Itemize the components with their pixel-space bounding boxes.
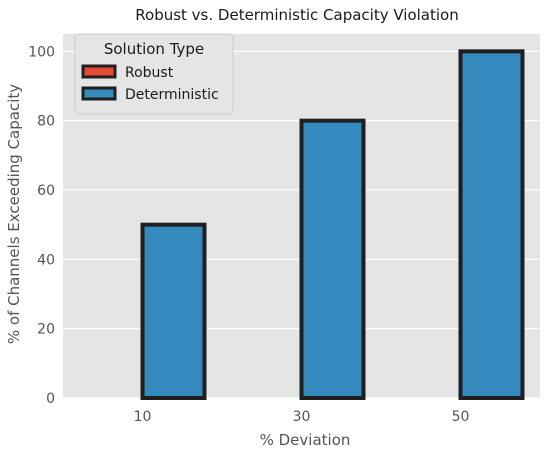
x-tick-label: 10 <box>134 409 152 425</box>
legend-swatch-robust <box>81 64 117 79</box>
y-tick-label: 0 <box>46 391 55 407</box>
y-tick-label: 20 <box>37 322 55 338</box>
x-tick-label: 30 <box>293 409 311 425</box>
legend-label-deterministic: Deterministic <box>125 87 219 103</box>
y-tick-label: 100 <box>28 44 55 60</box>
x-tick-label: 50 <box>452 409 470 425</box>
x-tick-labels: 10 30 50 <box>134 409 470 425</box>
legend-title: Solution Type <box>104 40 204 58</box>
bar-deterministic <box>299 118 366 401</box>
bar-deterministic <box>140 222 207 400</box>
legend: Solution Type Robust Deterministic <box>74 33 234 115</box>
chart-title: Robust vs. Deterministic Capacity Violat… <box>135 6 458 24</box>
bar-deterministic <box>458 49 525 400</box>
legend-swatch-deterministic <box>81 86 117 101</box>
y-tick-label: 80 <box>37 114 55 130</box>
legend-label-robust: Robust <box>125 65 174 81</box>
y-tick-labels: 0 20 40 60 80 100 <box>28 44 55 407</box>
y-tick-label: 60 <box>37 183 55 199</box>
bars <box>140 49 525 401</box>
y-tick-label: 40 <box>37 252 55 268</box>
x-axis-label: % Deviation <box>260 431 351 449</box>
y-axis-label: % of Channels Exceeding Capacity <box>5 84 23 344</box>
